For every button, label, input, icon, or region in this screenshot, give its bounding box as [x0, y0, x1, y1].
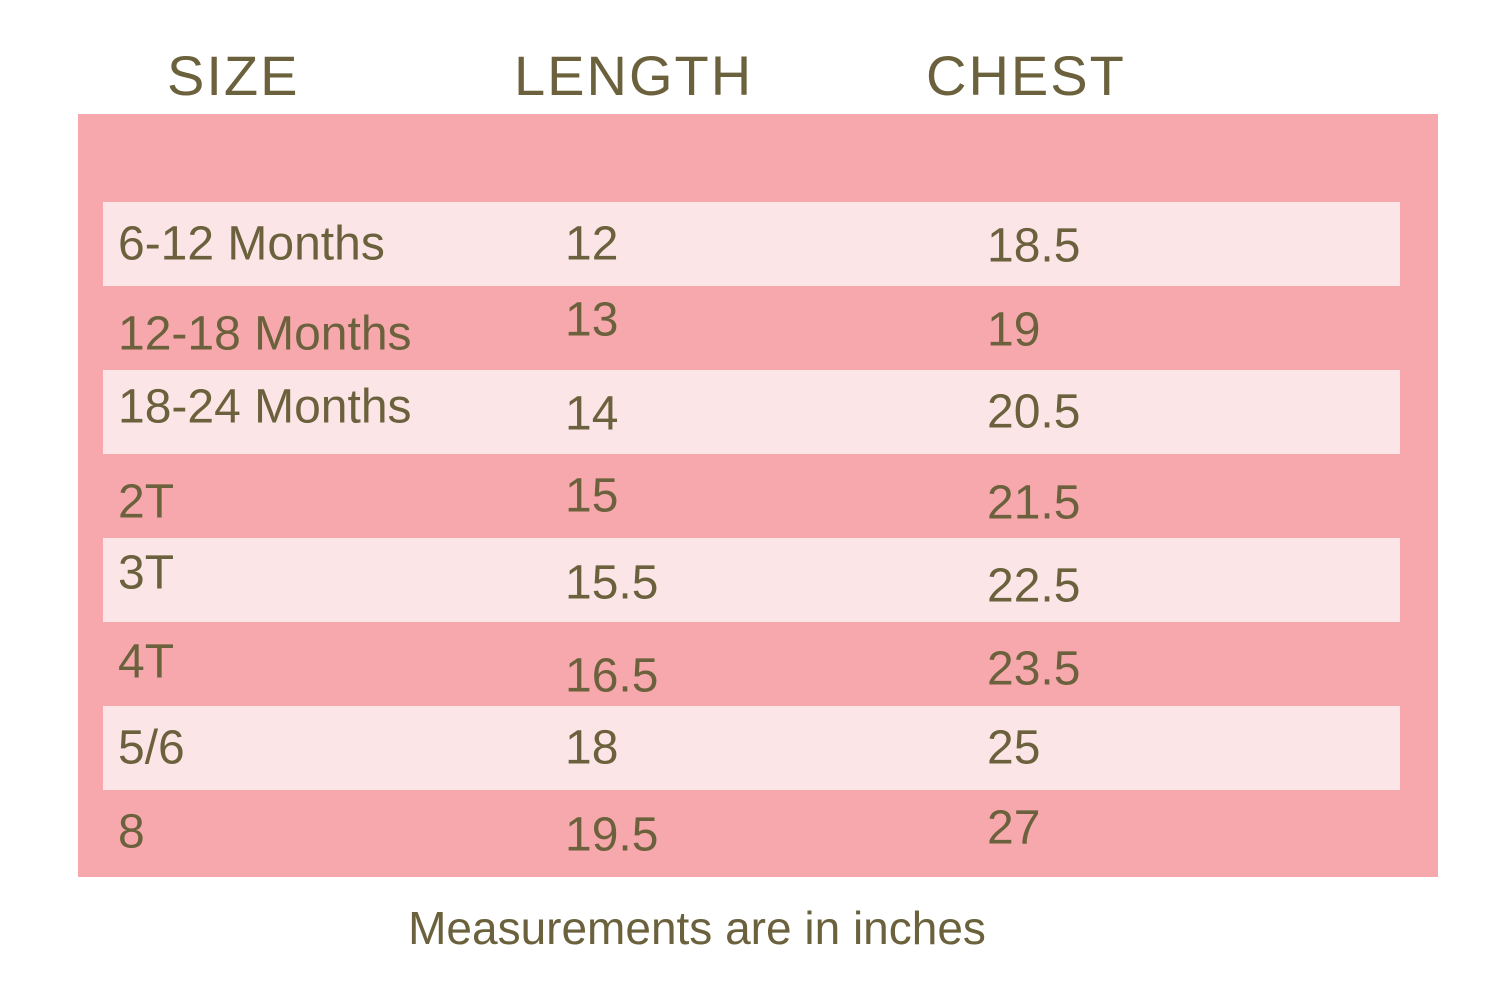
cell-size: 18-24 Months: [118, 380, 412, 434]
column-header-length: LENGTH: [514, 44, 754, 107]
table-row: 4T 16.5 23.5: [78, 622, 1438, 706]
cell-length: 19.5: [565, 808, 659, 862]
table-row: 18-24 Months 14 20.5: [103, 370, 1400, 454]
cell-chest: 22.5: [987, 559, 1081, 613]
table-row: 12-18 Months 13 19: [78, 286, 1438, 370]
cell-chest: 18.5: [987, 219, 1081, 273]
cell-chest: 21.5: [987, 476, 1081, 530]
cell-size: 5/6: [118, 721, 185, 775]
cell-length: 18: [565, 721, 619, 775]
cell-length: 13: [565, 293, 619, 347]
cell-size: 3T: [118, 546, 175, 600]
cell-length: 14: [565, 387, 619, 441]
table-row: 3T 15.5 22.5: [103, 538, 1400, 622]
cell-length: 15.5: [565, 556, 659, 610]
cell-length: 16.5: [565, 649, 659, 703]
cell-chest: 23.5: [987, 642, 1081, 696]
column-header-size: SIZE: [167, 44, 300, 107]
cell-chest: 25: [987, 721, 1041, 775]
size-chart-table: 6-12 Months 12 18.5 12-18 Months 13 19 18-24 M…: [78, 114, 1438, 877]
cell-size: 8: [118, 805, 145, 859]
cell-size: 6-12 Months: [118, 217, 385, 271]
cell-size: 2T: [118, 475, 175, 529]
table-row: 2T 15 21.5: [78, 454, 1438, 538]
table-rows: 6-12 Months 12 18.5 12-18 Months 13 19 18-24 M…: [78, 202, 1438, 874]
cell-length: 12: [565, 217, 619, 271]
cell-length: 15: [565, 469, 619, 523]
cell-chest: 20.5: [987, 385, 1081, 439]
cell-size: 4T: [118, 635, 175, 689]
column-header-chest: CHEST: [926, 44, 1126, 107]
table-row: 8 19.5 27: [78, 790, 1438, 874]
cell-chest: 19: [987, 303, 1041, 357]
cell-chest: 27: [987, 801, 1041, 855]
table-row: 5/6 18 25: [103, 706, 1400, 790]
table-row: 6-12 Months 12 18.5: [103, 202, 1400, 286]
measurement-note: Measurements are in inches: [408, 902, 986, 954]
cell-size: 12-18 Months: [118, 307, 412, 361]
